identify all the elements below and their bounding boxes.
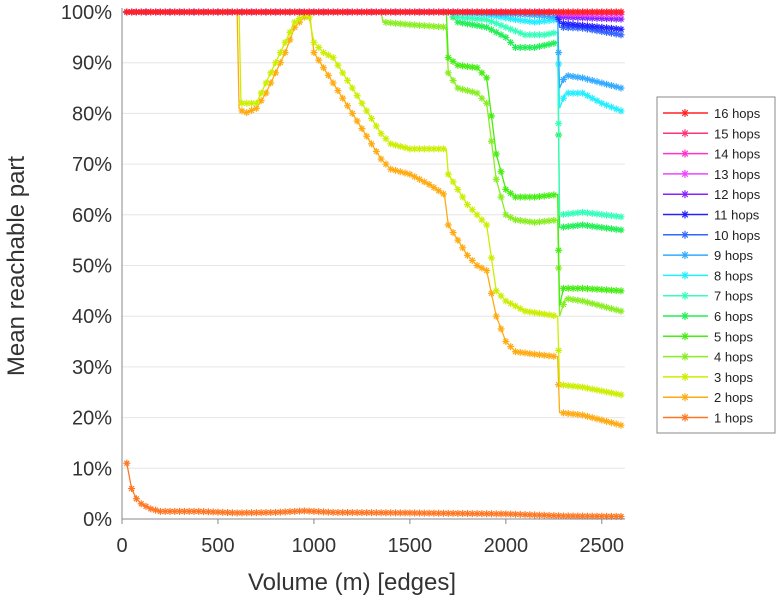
y-tick-label: 100% <box>61 2 112 24</box>
legend-item: 2 hops <box>663 390 754 405</box>
series-8-hops <box>123 8 625 115</box>
series-16-hops <box>123 8 625 16</box>
series-line <box>126 463 622 518</box>
x-axis-label: Volume (m) [edges] <box>248 569 456 596</box>
series-7-hops <box>123 8 625 221</box>
series-line <box>126 11 622 307</box>
legend-item: 3 hops <box>663 370 754 385</box>
x-tick-label: 0 <box>116 535 127 557</box>
legend-item: 12 hops <box>663 187 761 202</box>
legend-label: 7 hops <box>714 289 754 304</box>
legend-label: 6 hops <box>714 309 754 324</box>
legend-label: 3 hops <box>714 370 754 385</box>
legend-item: 7 hops <box>663 289 754 304</box>
legend-item: 8 hops <box>663 268 754 283</box>
x-tick-label: 2000 <box>484 535 529 557</box>
gridlines <box>122 11 625 520</box>
series-group <box>123 8 625 520</box>
series-markers <box>123 8 625 234</box>
legend-item: 10 hops <box>663 228 761 243</box>
legend-label: 9 hops <box>714 248 754 263</box>
legend-label: 11 hops <box>714 208 760 223</box>
y-tick-label: 40% <box>72 306 112 328</box>
legend-label: 2 hops <box>714 390 754 405</box>
legend-item: 14 hops <box>663 147 761 162</box>
series-line <box>126 10 622 396</box>
series-3-hops <box>123 8 625 399</box>
legend-item: 5 hops <box>663 329 754 344</box>
legend-item: 16 hops <box>663 106 761 121</box>
series-markers <box>123 8 625 16</box>
legend: 16 hops 15 hops 14 hops 13 hops 12 hops 11 ho… <box>656 96 776 434</box>
legend-label: 1 hops <box>714 411 754 426</box>
series-4-hops <box>123 8 625 317</box>
legend-label: 4 hops <box>714 350 754 365</box>
legend-label: 16 hops <box>714 106 761 121</box>
series-6-hops <box>123 8 625 234</box>
y-tick-label: 80% <box>72 103 112 125</box>
series-line <box>126 11 622 112</box>
legend-item: 15 hops <box>663 126 761 141</box>
legend-label: 5 hops <box>714 329 754 344</box>
y-tick-label: 50% <box>72 256 112 278</box>
x-tick-label: 500 <box>201 535 234 557</box>
y-tick-label: 10% <box>72 458 112 480</box>
x-tick-label: 1500 <box>388 535 433 557</box>
series-5-hops <box>123 8 625 307</box>
legend-item: 6 hops <box>663 309 754 324</box>
x-tick-label: 1000 <box>292 535 337 557</box>
y-tick-label: 20% <box>72 408 112 430</box>
legend-item: 9 hops <box>663 248 754 263</box>
legend-label: 13 hops <box>714 167 761 182</box>
series-markers <box>123 8 625 115</box>
series-markers <box>123 8 625 399</box>
axes: 0% 10% 20% 30% 40% 50% 60% 70% 80% 90% 100% 0 500 100… <box>61 2 625 557</box>
legend-label: 12 hops <box>714 187 761 202</box>
series-markers <box>123 8 625 221</box>
legend-label: 8 hops <box>714 268 754 283</box>
legend-item: 4 hops <box>663 350 754 365</box>
y-tick-label: 90% <box>72 53 112 75</box>
y-tick-label: 0% <box>83 509 112 531</box>
legend-item: 13 hops <box>663 167 761 182</box>
series-markers <box>123 8 625 315</box>
legend-label: 10 hops <box>714 228 761 243</box>
y-tick-label: 30% <box>72 357 112 379</box>
y-tick-label: 70% <box>72 154 112 176</box>
legend-item: 1 hops <box>663 411 754 426</box>
y-axis-label: Mean reachable part <box>3 156 30 376</box>
legend-item: 11 hops <box>663 208 760 223</box>
series-line <box>126 11 622 89</box>
legend-label: 15 hops <box>714 126 761 141</box>
legend-label: 14 hops <box>714 147 761 162</box>
y-tick-label: 60% <box>72 205 112 227</box>
x-tick-label: 2500 <box>580 535 625 557</box>
